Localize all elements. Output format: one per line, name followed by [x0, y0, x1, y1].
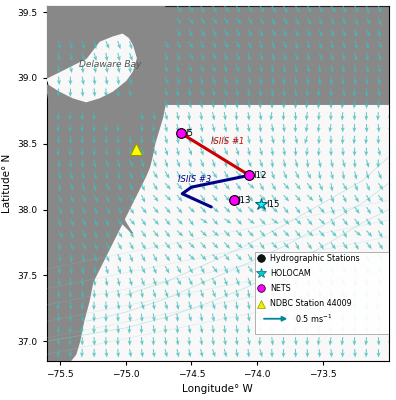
Text: 0.5 ms$^{-1}$: 0.5 ms$^{-1}$: [295, 312, 333, 325]
Text: HOLOCAM: HOLOCAM: [270, 269, 311, 278]
X-axis label: Longitude° W: Longitude° W: [183, 384, 253, 394]
Text: NETS: NETS: [270, 284, 291, 293]
FancyBboxPatch shape: [255, 252, 392, 334]
Text: ISIIS #3: ISIIS #3: [178, 175, 211, 184]
Polygon shape: [47, 32, 136, 102]
Text: I12: I12: [253, 171, 267, 180]
Text: I5: I5: [185, 129, 193, 138]
Text: NDBC Station 44009: NDBC Station 44009: [270, 299, 352, 308]
Text: Delaware Bay: Delaware Bay: [79, 60, 141, 70]
Text: J13: J13: [238, 196, 251, 205]
Y-axis label: Latitude° N: Latitude° N: [2, 154, 12, 213]
Text: I15: I15: [267, 200, 280, 209]
Text: Hydrographic Stations: Hydrographic Stations: [270, 254, 360, 263]
Text: ISIIS #1: ISIIS #1: [211, 137, 244, 146]
Polygon shape: [0, 0, 389, 361]
Polygon shape: [47, 84, 132, 233]
Polygon shape: [47, 0, 389, 78]
